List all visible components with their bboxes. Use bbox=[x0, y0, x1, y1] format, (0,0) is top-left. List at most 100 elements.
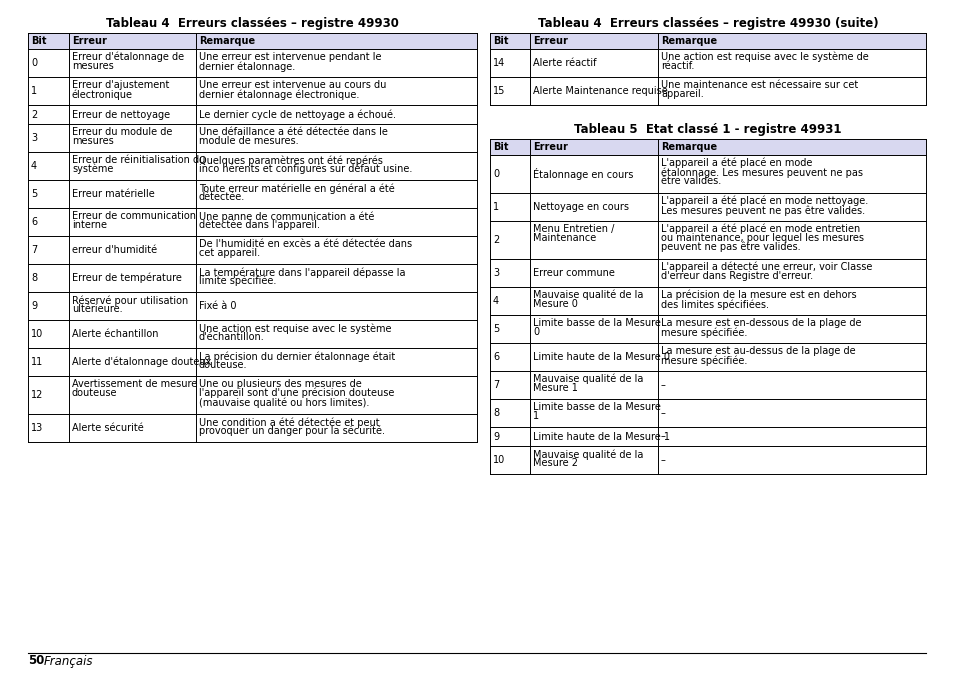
Text: –: – bbox=[660, 431, 665, 441]
Text: Une erreur est intervenue pendant le: Une erreur est intervenue pendant le bbox=[199, 52, 381, 62]
Text: d'erreur dans Registre d'erreur.: d'erreur dans Registre d'erreur. bbox=[660, 271, 812, 281]
Text: De l'humidité en excès a été détectée dans: De l'humidité en excès a été détectée da… bbox=[199, 239, 412, 249]
Text: peuvent ne pas être valides.: peuvent ne pas être valides. bbox=[660, 242, 800, 252]
Text: L'appareil a détecté une erreur, voir Classe: L'appareil a détecté une erreur, voir Cl… bbox=[660, 262, 871, 273]
Text: Erreur: Erreur bbox=[533, 36, 567, 46]
Text: mesures: mesures bbox=[71, 61, 113, 71]
Text: 5: 5 bbox=[30, 189, 37, 199]
Text: Mauvaise qualité de la: Mauvaise qualité de la bbox=[533, 449, 642, 460]
Text: Erreur de communication: Erreur de communication bbox=[71, 211, 195, 221]
Text: 4: 4 bbox=[493, 296, 498, 306]
Bar bbox=[490, 155, 925, 193]
Bar bbox=[490, 315, 925, 343]
Text: Une action est requise avec le système: Une action est requise avec le système bbox=[199, 323, 391, 334]
Text: Une ou plusieurs des mesures de: Une ou plusieurs des mesures de bbox=[199, 379, 361, 389]
Text: Étalonnage en cours: Étalonnage en cours bbox=[533, 168, 633, 180]
Text: La précision du dernier étalonnage était: La précision du dernier étalonnage était bbox=[199, 351, 395, 361]
Text: Avertissement de mesure: Avertissement de mesure bbox=[71, 379, 197, 389]
Text: Réservé pour utilisation: Réservé pour utilisation bbox=[71, 295, 188, 306]
Text: Mesure 0: Mesure 0 bbox=[533, 299, 578, 309]
Text: Alerte sécurité: Alerte sécurité bbox=[71, 423, 144, 433]
Text: Erreur d'ajustement: Erreur d'ajustement bbox=[71, 80, 170, 90]
Text: appareil.: appareil. bbox=[660, 89, 703, 99]
Text: –: – bbox=[660, 408, 665, 418]
Text: 8: 8 bbox=[493, 408, 498, 418]
Text: d'échantillon.: d'échantillon. bbox=[199, 332, 265, 342]
Text: 14: 14 bbox=[493, 58, 505, 68]
Text: 3: 3 bbox=[493, 268, 498, 278]
Text: Erreur matérielle: Erreur matérielle bbox=[71, 189, 154, 199]
Bar bbox=[490, 193, 925, 221]
Text: être valides.: être valides. bbox=[660, 176, 720, 186]
Text: Alerte réactif: Alerte réactif bbox=[533, 58, 596, 68]
Text: (mauvaise qualité ou hors limites).: (mauvaise qualité ou hors limites). bbox=[199, 397, 369, 407]
Bar bbox=[28, 49, 476, 77]
Text: Une maintenance est nécessaire sur cet: Une maintenance est nécessaire sur cet bbox=[660, 80, 858, 90]
Text: 6: 6 bbox=[30, 217, 37, 227]
Text: Bit: Bit bbox=[493, 142, 508, 152]
Bar bbox=[490, 221, 925, 259]
Bar bbox=[490, 427, 925, 446]
Text: interne: interne bbox=[71, 220, 107, 230]
Text: Menu Entretien /: Menu Entretien / bbox=[533, 224, 614, 234]
Text: Remarque: Remarque bbox=[660, 142, 717, 152]
Text: La précision de la mesure est en dehors: La précision de la mesure est en dehors bbox=[660, 290, 856, 301]
Text: 9: 9 bbox=[30, 301, 37, 311]
Text: erreur d'humidité: erreur d'humidité bbox=[71, 245, 157, 255]
Text: mesure spécifiée.: mesure spécifiée. bbox=[660, 327, 746, 337]
Bar bbox=[28, 348, 476, 376]
Text: Alerte d'étalonnage douteux: Alerte d'étalonnage douteux bbox=[71, 357, 212, 367]
Text: 0: 0 bbox=[493, 169, 498, 179]
Text: mesure spécifiée.: mesure spécifiée. bbox=[660, 355, 746, 365]
Bar bbox=[28, 124, 476, 152]
Text: 9: 9 bbox=[493, 431, 498, 441]
Text: Limite haute de la Mesure 1: Limite haute de la Mesure 1 bbox=[533, 431, 669, 441]
Text: 50: 50 bbox=[28, 655, 45, 668]
Text: Les mesures peuvent ne pas être valides.: Les mesures peuvent ne pas être valides. bbox=[660, 205, 864, 215]
Text: Erreur commune: Erreur commune bbox=[533, 268, 615, 278]
Text: 6: 6 bbox=[493, 352, 498, 362]
Text: 1: 1 bbox=[493, 202, 498, 212]
Text: 0: 0 bbox=[30, 58, 37, 68]
Text: –: – bbox=[660, 380, 665, 390]
Text: 15: 15 bbox=[493, 86, 505, 96]
Text: L'appareil a été placé en mode: L'appareil a été placé en mode bbox=[660, 158, 812, 168]
Bar bbox=[28, 180, 476, 208]
Text: Une condition a été détectée et peut: Une condition a été détectée et peut bbox=[199, 417, 379, 427]
Text: 8: 8 bbox=[30, 273, 37, 283]
Text: Une action est requise avec le système de: Une action est requise avec le système d… bbox=[660, 52, 868, 63]
Text: Mauvaise qualité de la: Mauvaise qualité de la bbox=[533, 374, 642, 384]
Text: 0: 0 bbox=[533, 327, 538, 337]
Text: détectée.: détectée. bbox=[199, 192, 245, 202]
Bar bbox=[28, 152, 476, 180]
Text: Mesure 1: Mesure 1 bbox=[533, 383, 578, 393]
Text: douteuse.: douteuse. bbox=[199, 360, 247, 370]
Text: Quelques paramètres ont été repérés: Quelques paramètres ont été repérés bbox=[199, 155, 382, 166]
Bar bbox=[490, 33, 925, 49]
Bar bbox=[28, 414, 476, 442]
Text: Nettoyage en cours: Nettoyage en cours bbox=[533, 202, 628, 212]
Text: Une erreur est intervenue au cours du: Une erreur est intervenue au cours du bbox=[199, 80, 386, 90]
Bar bbox=[28, 292, 476, 320]
Bar bbox=[28, 208, 476, 236]
Text: limite spécifiée.: limite spécifiée. bbox=[199, 276, 276, 287]
Text: Erreur de nettoyage: Erreur de nettoyage bbox=[71, 110, 170, 120]
Text: mesures: mesures bbox=[71, 136, 113, 146]
Bar bbox=[490, 371, 925, 399]
Text: La mesure est en-dessous de la plage de: La mesure est en-dessous de la plage de bbox=[660, 318, 861, 328]
Text: dernier étalonnage électronique.: dernier étalonnage électronique. bbox=[199, 89, 359, 100]
Bar bbox=[490, 399, 925, 427]
Text: Fixé à 0: Fixé à 0 bbox=[199, 301, 236, 311]
Bar bbox=[28, 320, 476, 348]
Text: 2: 2 bbox=[493, 235, 498, 245]
Text: 2: 2 bbox=[30, 110, 37, 120]
Text: électronique: électronique bbox=[71, 89, 132, 100]
Text: Erreur de réinitialisation du: Erreur de réinitialisation du bbox=[71, 155, 205, 165]
Text: L'appareil a été placé en mode nettoyage.: L'appareil a été placé en mode nettoyage… bbox=[660, 196, 867, 207]
Text: Erreur: Erreur bbox=[533, 142, 567, 152]
Text: Limite basse de la Mesure: Limite basse de la Mesure bbox=[533, 402, 660, 412]
Text: douteuse: douteuse bbox=[71, 388, 117, 398]
Text: 10: 10 bbox=[30, 329, 43, 339]
Text: inco hérents et configurés sur défaut usine.: inco hérents et configurés sur défaut us… bbox=[199, 164, 412, 174]
Bar bbox=[28, 77, 476, 105]
